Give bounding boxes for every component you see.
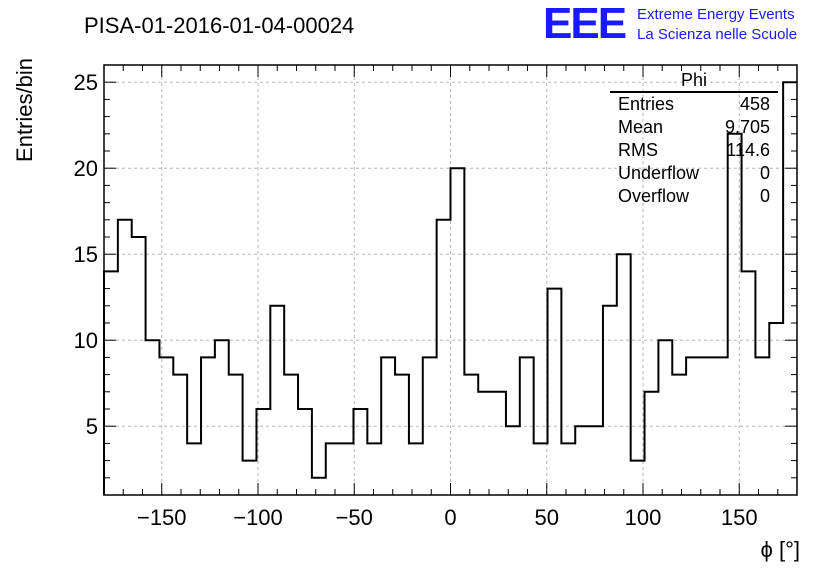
stats-value: 9.705	[724, 117, 770, 137]
histogram-bin	[423, 357, 437, 495]
stats-key: Underflow	[618, 163, 700, 183]
histogram-bin	[367, 443, 381, 495]
stats-row-entries: Entries 458	[610, 93, 778, 116]
stats-key: Overflow	[618, 186, 690, 206]
histogram-bin	[686, 357, 700, 495]
histogram-bin	[353, 409, 367, 495]
x-tick-label: −50	[336, 505, 373, 530]
histogram-bin	[617, 254, 631, 495]
histogram-bin	[270, 306, 284, 495]
histogram-bin	[603, 306, 617, 495]
histogram-bin	[284, 375, 298, 495]
logo-line-1: Extreme Energy Events	[637, 6, 795, 23]
stats-key: Mean	[618, 117, 664, 137]
histogram-bin	[132, 237, 146, 495]
histogram-bin	[631, 461, 645, 495]
stats-box: Phi Entries 458 Mean 9.705 RMS 114.6 Und…	[610, 70, 778, 208]
stats-row-overflow: Overflow 0	[610, 185, 778, 208]
y-tick-label: 20	[74, 156, 98, 181]
stats-row-mean: Mean 9.705	[610, 116, 778, 139]
y-tick-label: 10	[74, 328, 98, 353]
x-tick-label: −150	[137, 505, 187, 530]
histogram-bin	[755, 357, 769, 495]
histogram-bin	[326, 443, 340, 495]
x-tick-label: 100	[625, 505, 662, 530]
histogram-bin	[118, 220, 132, 495]
histogram-bin	[173, 375, 187, 495]
stats-value: 114.6	[726, 140, 770, 160]
histogram-bin	[229, 375, 243, 495]
histogram-bin	[104, 271, 118, 495]
histogram-bin	[672, 375, 686, 495]
logo-line-2: La Scienza nelle Scuole	[637, 26, 798, 43]
x-axis-label: ϕ [°]	[761, 537, 800, 562]
histogram-bin	[381, 357, 395, 495]
histogram-bin	[256, 409, 270, 495]
histogram-bin	[548, 289, 562, 495]
histogram-bin	[561, 443, 575, 495]
plot-frame	[103, 64, 798, 496]
histogram-bin	[312, 478, 326, 495]
histogram-bin	[201, 357, 215, 495]
eee-logo-mark: EEE	[543, 0, 627, 48]
stats-value: 0	[759, 186, 770, 206]
histogram-bin	[395, 375, 409, 495]
y-tick-label: 15	[74, 242, 98, 267]
histogram-bin	[520, 357, 534, 495]
histogram-bin	[769, 323, 783, 495]
histogram-bin	[340, 443, 354, 495]
histogram-bin	[451, 168, 465, 495]
histogram-bin	[478, 392, 492, 495]
histogram-bin	[714, 357, 728, 495]
stats-row-underflow: Underflow 0	[610, 162, 778, 185]
histogram-bin	[146, 340, 160, 495]
histogram-bin	[464, 375, 478, 495]
histogram-bin	[645, 392, 659, 495]
histogram-bin	[215, 340, 229, 495]
histogram-bin	[298, 409, 312, 495]
histogram-line	[103, 81, 797, 495]
y-axis-label: Entries/bin	[12, 58, 37, 162]
eee-logo: EEE Extreme Energy Events La Scienza nel…	[543, 2, 833, 48]
stats-value: 0	[759, 163, 770, 183]
stats-key: RMS	[618, 140, 658, 160]
histogram-bin	[437, 220, 451, 495]
y-tick-label: 25	[74, 70, 98, 95]
x-tick-label: 0	[444, 505, 456, 530]
histogram-bin	[575, 426, 589, 495]
y-tick-label: 5	[86, 414, 98, 439]
histogram-bin	[506, 426, 520, 495]
histogram-bin	[492, 392, 506, 495]
histogram-bin	[243, 461, 257, 495]
histogram-bin	[187, 443, 201, 495]
histogram-series	[103, 81, 797, 495]
histogram-bin	[534, 443, 548, 495]
chart-title: PISA-01-2016-01-04-00024	[84, 13, 354, 38]
stats-row-rms: RMS 114.6	[610, 139, 778, 162]
histogram-bin	[658, 340, 672, 495]
x-tick-label: −100	[233, 505, 283, 530]
histogram-bin	[409, 443, 423, 495]
histogram-bin	[589, 426, 603, 495]
x-tick-label: 150	[721, 505, 758, 530]
stats-value: 458	[739, 94, 770, 114]
axis-ticks: −150 −100 −50 0 50 100 150 5 10 15 20 25	[74, 64, 798, 530]
stats-box-title: Phi	[610, 70, 778, 93]
x-tick-label: 50	[535, 505, 559, 530]
histogram-bin	[159, 357, 173, 495]
histogram-bin	[700, 357, 714, 495]
histogram-bin	[742, 271, 756, 495]
stats-key: Entries	[618, 94, 675, 114]
